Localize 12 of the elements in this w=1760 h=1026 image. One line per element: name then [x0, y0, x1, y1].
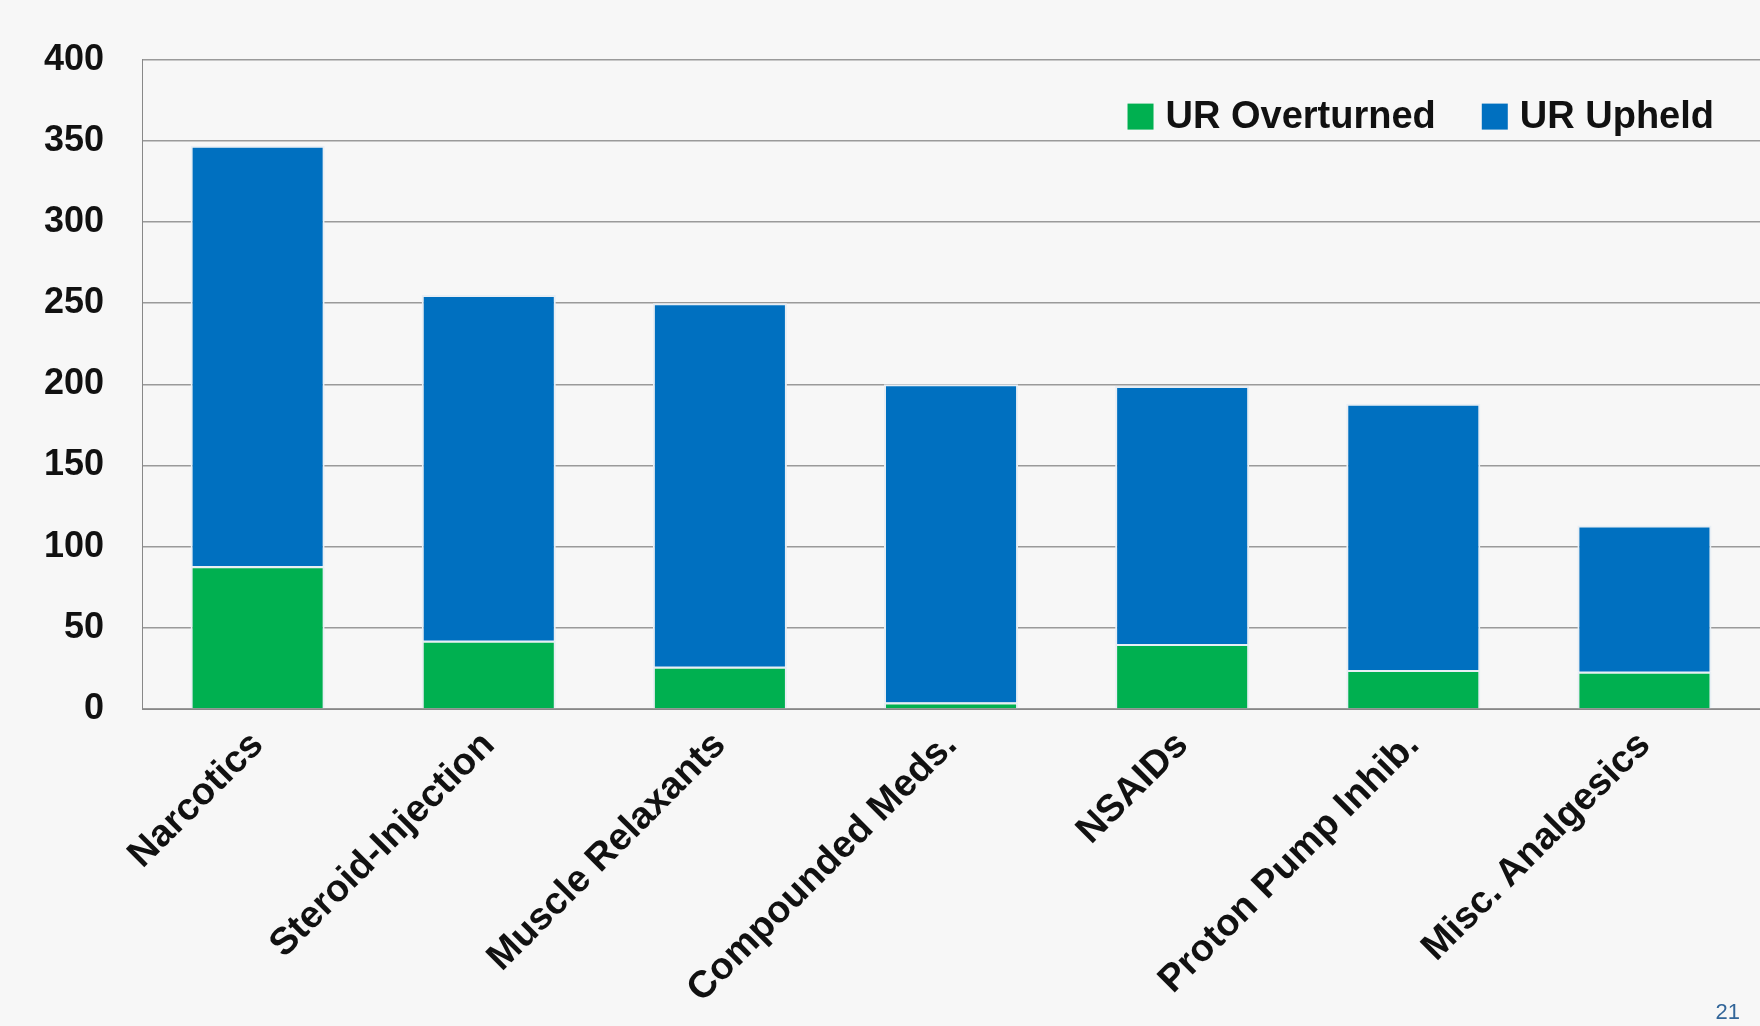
- legend-label: UR Overturned: [1165, 94, 1436, 137]
- y-tick-label: 100: [43, 523, 105, 565]
- y-tick-label: 200: [43, 361, 105, 403]
- y-tick-label: 0: [84, 685, 105, 727]
- y-tick-label: 150: [43, 442, 105, 484]
- y-tick-label: 50: [64, 604, 105, 646]
- text: 21: [1715, 999, 1740, 1025]
- legend-label: UR Upheld: [1519, 94, 1715, 137]
- y-tick-label: 300: [43, 198, 105, 240]
- y-tick-label: 400: [43, 36, 105, 78]
- y-tick-label: 250: [43, 280, 105, 322]
- y-tick-label: 350: [43, 117, 105, 159]
